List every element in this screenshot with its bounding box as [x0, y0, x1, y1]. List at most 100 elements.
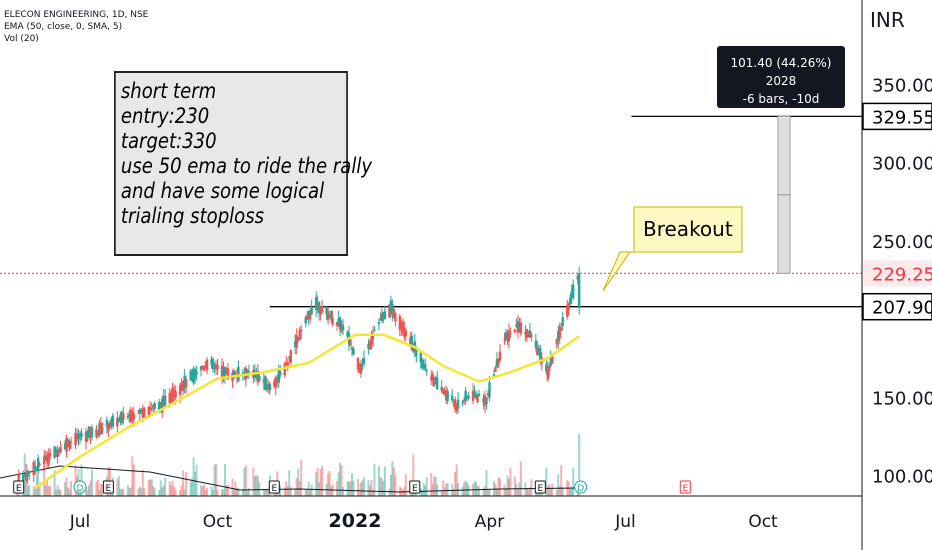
volume-bar [454, 472, 457, 496]
candle [373, 325, 376, 332]
volume-bar [530, 479, 533, 496]
volume-bar [74, 465, 77, 496]
note-line: trialing stoploss [120, 204, 265, 228]
candle [358, 362, 361, 374]
volume-bar [464, 480, 467, 496]
breakout-callout: Breakout [602, 206, 743, 292]
volume-bar [362, 477, 365, 496]
candle [341, 319, 345, 336]
earnings-marker[interactable]: E [534, 480, 546, 494]
dividend-marker[interactable]: D [73, 480, 87, 494]
candle [268, 381, 272, 395]
candle [572, 279, 575, 301]
price-label: 207.90 [862, 292, 932, 321]
volume-bar [86, 489, 89, 496]
volume-bar [419, 488, 422, 496]
candle [467, 392, 470, 401]
candle [391, 299, 394, 322]
volume-bar [231, 478, 234, 496]
volume-bar [28, 485, 31, 496]
volume-bar [53, 470, 56, 496]
volume-bar [422, 482, 425, 496]
candle [75, 428, 79, 443]
volume-bar [388, 488, 391, 496]
candle [163, 389, 167, 409]
candle [107, 421, 110, 438]
candle [211, 357, 215, 373]
volume-bar [34, 488, 37, 496]
candle [111, 412, 115, 429]
volume-bar [173, 486, 176, 496]
volume-bar [578, 434, 581, 496]
volume-bar [524, 482, 527, 496]
candle [338, 317, 342, 337]
candle [258, 372, 261, 382]
candle [78, 430, 82, 444]
volume-bar [455, 464, 458, 496]
volume-bar [339, 462, 342, 496]
candle [56, 445, 59, 464]
candle [486, 389, 490, 399]
volume-bar [525, 488, 528, 496]
candle [507, 323, 511, 349]
candle [137, 410, 140, 414]
volume-bar [101, 484, 104, 496]
volume-bar [485, 469, 488, 496]
candle [325, 306, 328, 321]
candle [537, 344, 541, 357]
volume-bar [476, 485, 479, 496]
earnings-marker[interactable]: E [268, 480, 280, 494]
volume-bar [558, 486, 561, 496]
candle [129, 406, 133, 423]
price-label: 229.25 [863, 260, 932, 287]
volume-bar [288, 470, 291, 496]
candle [443, 387, 446, 396]
volume-bar [220, 489, 223, 496]
earnings-marker[interactable]: E [409, 480, 421, 494]
volume-bar [185, 472, 188, 496]
measure-tool[interactable] [777, 115, 791, 274]
volume-bar [264, 489, 267, 496]
volume-bar [389, 475, 392, 496]
volume-bar [149, 479, 152, 496]
candle [276, 374, 279, 387]
volume-bar [179, 489, 182, 496]
volume-bar [170, 485, 173, 496]
candle [117, 417, 121, 423]
candle [548, 362, 551, 377]
candle [59, 440, 62, 454]
candle [425, 369, 428, 376]
earnings-marker[interactable]: E [102, 480, 114, 494]
volume-bar [515, 484, 518, 496]
volume-bar [223, 464, 226, 496]
volume-bar [336, 481, 339, 496]
candle [361, 357, 364, 371]
volume-bar [84, 485, 87, 496]
candle [331, 311, 334, 327]
measure-bars: -6 bars, -10d [742, 92, 820, 106]
volume-bar [252, 467, 255, 496]
candle [35, 466, 38, 472]
volume-bar [267, 489, 270, 496]
volume-bar [25, 480, 28, 496]
earnings-marker[interactable]: E [13, 480, 25, 494]
dividend-marker[interactable]: D [574, 480, 588, 494]
candle [515, 318, 518, 328]
volume-bar [232, 489, 235, 496]
candle [506, 329, 509, 346]
volume-bar [262, 488, 265, 496]
candle [171, 382, 174, 405]
candle [377, 318, 381, 331]
candle [210, 356, 213, 369]
marker-letter: E [16, 484, 22, 494]
earnings-marker[interactable]: E [679, 480, 691, 494]
candlesticks [16, 266, 581, 491]
volume-bar [56, 485, 59, 496]
volume-bar [140, 488, 143, 496]
candle [380, 306, 384, 323]
volume-bar [68, 489, 71, 496]
candle [288, 355, 291, 363]
volume-bar [328, 471, 331, 496]
